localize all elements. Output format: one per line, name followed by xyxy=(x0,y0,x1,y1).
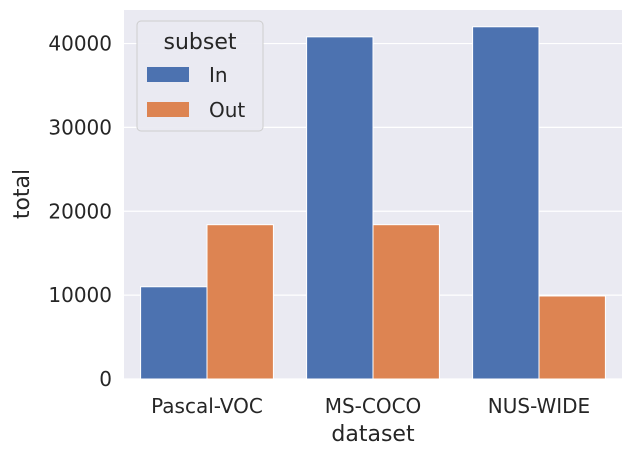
legend-label-out: Out xyxy=(209,98,245,122)
legend-swatch-in xyxy=(147,67,189,82)
legend-label-in: In xyxy=(209,63,228,87)
bar-out-nus-wide xyxy=(538,295,606,380)
y-tick-label: 40000 xyxy=(48,32,112,56)
bar-in-ms-coco xyxy=(306,36,374,380)
y-tick-label: 10000 xyxy=(48,283,112,307)
y-tick-label: 30000 xyxy=(48,115,112,139)
bar-out-ms-coco xyxy=(372,224,440,380)
bars xyxy=(140,26,606,380)
x-axis-label: dataset xyxy=(331,422,415,447)
x-tick-label: Pascal-VOC xyxy=(151,394,263,418)
y-tick-labels: 0 10000 20000 30000 40000 xyxy=(48,32,112,391)
y-tick-label: 0 xyxy=(99,367,112,391)
bar-out-pascal-voc xyxy=(206,224,274,380)
bar-in-nus-wide xyxy=(472,26,540,380)
legend-title: subset xyxy=(164,30,237,55)
x-tick-label: NUS-WIDE xyxy=(488,394,590,418)
x-tick-label: MS-COCO xyxy=(325,394,422,418)
legend-swatch-out xyxy=(147,102,189,117)
y-axis-label: total xyxy=(10,169,35,219)
legend: subset In Out xyxy=(136,20,264,132)
bar-in-pascal-voc xyxy=(140,286,208,380)
y-tick-label: 20000 xyxy=(48,199,112,223)
x-tick-labels: Pascal-VOC MS-COCO NUS-WIDE xyxy=(151,394,590,418)
